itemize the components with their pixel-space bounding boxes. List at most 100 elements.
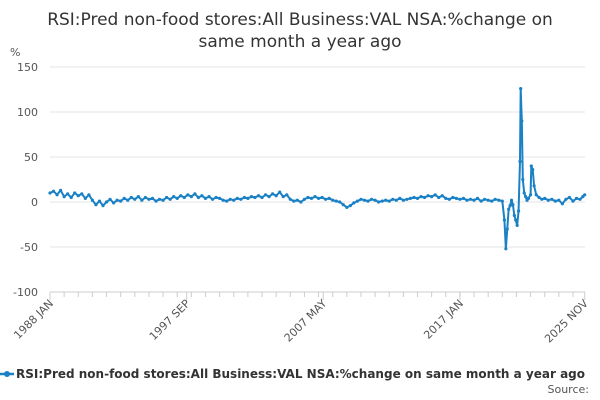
data-point[interactable] <box>200 194 204 198</box>
data-point[interactable] <box>90 198 94 202</box>
data-point[interactable] <box>271 192 275 196</box>
data-point[interactable] <box>218 196 222 200</box>
data-point[interactable] <box>444 196 448 200</box>
data-point[interactable] <box>80 192 84 196</box>
data-point[interactable] <box>359 197 363 201</box>
data-point[interactable] <box>281 195 285 199</box>
data-point[interactable] <box>430 195 434 199</box>
data-point[interactable] <box>228 197 232 201</box>
data-point[interactable] <box>412 195 416 200</box>
data-point[interactable] <box>560 202 564 206</box>
data-point[interactable] <box>147 197 151 201</box>
data-point[interactable] <box>497 198 501 202</box>
data-point[interactable] <box>168 197 172 201</box>
data-point[interactable] <box>112 201 116 205</box>
data-point[interactable] <box>537 195 541 200</box>
data-point[interactable] <box>119 199 123 203</box>
data-point[interactable] <box>465 198 469 202</box>
data-point[interactable] <box>522 191 526 195</box>
data-point[interactable] <box>175 196 179 200</box>
data-point[interactable] <box>338 200 342 204</box>
data-point[interactable] <box>48 191 52 195</box>
data-point[interactable] <box>299 200 303 204</box>
data-point[interactable] <box>384 198 388 202</box>
data-point[interactable] <box>157 197 162 201</box>
data-point[interactable] <box>140 198 144 202</box>
data-point[interactable] <box>324 197 328 201</box>
data-point[interactable] <box>578 197 582 201</box>
data-point[interactable] <box>278 190 282 194</box>
data-point[interactable] <box>207 195 211 199</box>
data-point[interactable] <box>87 193 91 197</box>
data-point[interactable] <box>515 223 519 227</box>
data-point[interactable] <box>447 197 451 201</box>
data-point[interactable] <box>172 195 176 199</box>
data-point[interactable] <box>62 195 66 199</box>
data-point[interactable] <box>483 197 487 201</box>
data-point[interactable] <box>182 195 186 200</box>
data-point[interactable] <box>505 227 509 231</box>
data-point[interactable] <box>320 195 324 200</box>
data-point[interactable] <box>253 195 257 200</box>
data-point[interactable] <box>391 197 395 201</box>
data-point[interactable] <box>288 197 292 201</box>
data-point[interactable] <box>415 196 420 200</box>
data-point[interactable] <box>373 198 377 202</box>
data-point[interactable] <box>401 198 405 202</box>
data-point[interactable] <box>422 195 427 200</box>
data-point[interactable] <box>345 205 349 209</box>
data-point[interactable] <box>377 200 381 204</box>
data-point[interactable] <box>524 195 528 199</box>
data-point[interactable] <box>461 196 466 200</box>
data-point[interactable] <box>514 218 518 222</box>
data-point[interactable] <box>433 193 437 197</box>
data-point[interactable] <box>502 218 507 222</box>
data-point[interactable] <box>519 87 523 91</box>
data-point[interactable] <box>210 197 215 201</box>
data-point[interactable] <box>369 197 374 201</box>
data-point[interactable] <box>256 194 261 198</box>
data-point[interactable] <box>186 193 190 197</box>
data-point[interactable] <box>143 195 148 200</box>
data-point[interactable] <box>540 197 544 201</box>
data-point[interactable] <box>534 193 538 197</box>
data-point[interactable] <box>225 199 229 203</box>
data-point[interactable] <box>221 198 225 202</box>
data-point[interactable] <box>161 198 165 202</box>
data-point[interactable] <box>108 197 112 201</box>
data-point[interactable] <box>583 193 587 197</box>
data-point[interactable] <box>504 247 508 251</box>
data-point[interactable] <box>405 197 409 201</box>
data-point[interactable] <box>366 199 370 203</box>
data-point[interactable] <box>295 198 299 202</box>
data-point[interactable] <box>129 195 133 200</box>
data-point[interactable] <box>59 188 63 192</box>
data-point[interactable] <box>529 164 533 168</box>
data-point[interactable] <box>490 199 494 203</box>
data-point[interactable] <box>292 199 296 203</box>
data-point[interactable] <box>408 196 413 200</box>
data-point[interactable] <box>196 195 201 200</box>
data-point[interactable] <box>567 195 572 200</box>
data-point[interactable] <box>242 195 246 200</box>
data-point[interactable] <box>426 194 430 198</box>
data-point[interactable] <box>115 198 119 202</box>
data-point[interactable] <box>451 195 455 200</box>
data-point[interactable] <box>564 197 568 201</box>
data-point[interactable] <box>83 196 87 200</box>
data-point[interactable] <box>352 201 356 205</box>
data-point[interactable] <box>507 207 511 211</box>
data-point[interactable] <box>203 196 208 200</box>
data-point[interactable] <box>69 195 73 200</box>
data-point[interactable] <box>518 159 522 164</box>
data-point[interactable] <box>521 177 525 182</box>
data-point[interactable] <box>526 196 531 200</box>
data-point[interactable] <box>532 184 536 188</box>
data-point[interactable] <box>126 198 130 202</box>
data-point[interactable] <box>398 196 402 200</box>
data-point[interactable] <box>500 199 504 203</box>
data-point[interactable] <box>394 198 398 202</box>
data-point[interactable] <box>306 195 310 200</box>
data-point[interactable] <box>309 196 314 200</box>
data-point[interactable] <box>260 195 264 200</box>
